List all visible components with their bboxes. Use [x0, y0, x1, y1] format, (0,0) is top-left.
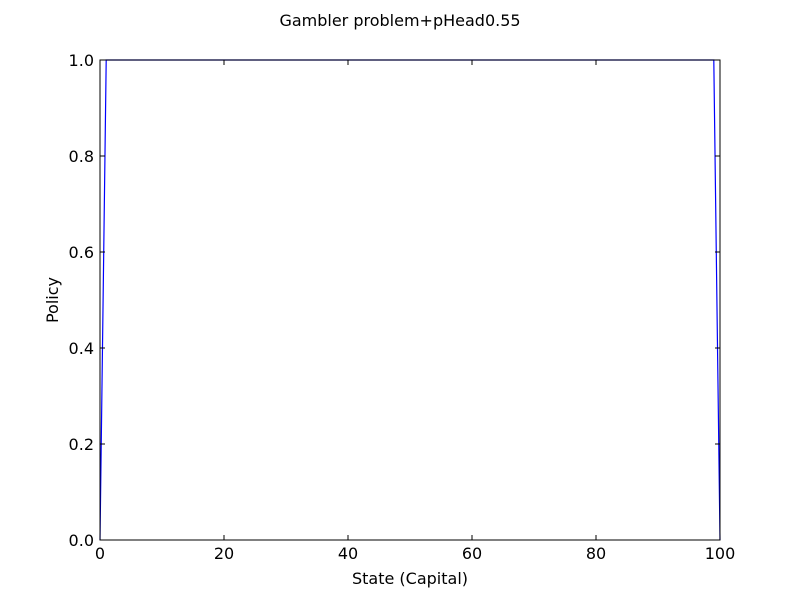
y-tick-label: 0.0 — [69, 531, 94, 550]
x-tick-label: 0 — [95, 544, 105, 563]
series-line-0 — [99, 59, 721, 541]
x-tick-label: 100 — [705, 544, 736, 563]
x-tick-label: 40 — [338, 544, 358, 563]
plot-frame — [99, 59, 721, 541]
x-tick-label: 20 — [214, 544, 234, 563]
chart-title: Gambler problem+pHead0.55 — [279, 11, 520, 30]
x-tick-label: 80 — [586, 544, 606, 563]
y-tick-label: 0.4 — [69, 339, 94, 358]
y-tick-label: 0.6 — [69, 243, 94, 262]
x-tick-label: 60 — [462, 544, 482, 563]
y-axis-ticks: 0.0 0.2 0.4 0.6 0.8 1.0 — [69, 51, 720, 550]
x-axis-label: State (Capital) — [352, 569, 468, 588]
y-tick-label: 0.2 — [69, 435, 94, 454]
x-axis-ticks: 0 20 40 60 80 100 — [95, 60, 735, 563]
y-tick-label: 0.8 — [69, 147, 94, 166]
y-tick-label: 1.0 — [69, 51, 94, 70]
y-axis-label: Policy — [43, 277, 62, 323]
series-layer — [99, 59, 721, 541]
